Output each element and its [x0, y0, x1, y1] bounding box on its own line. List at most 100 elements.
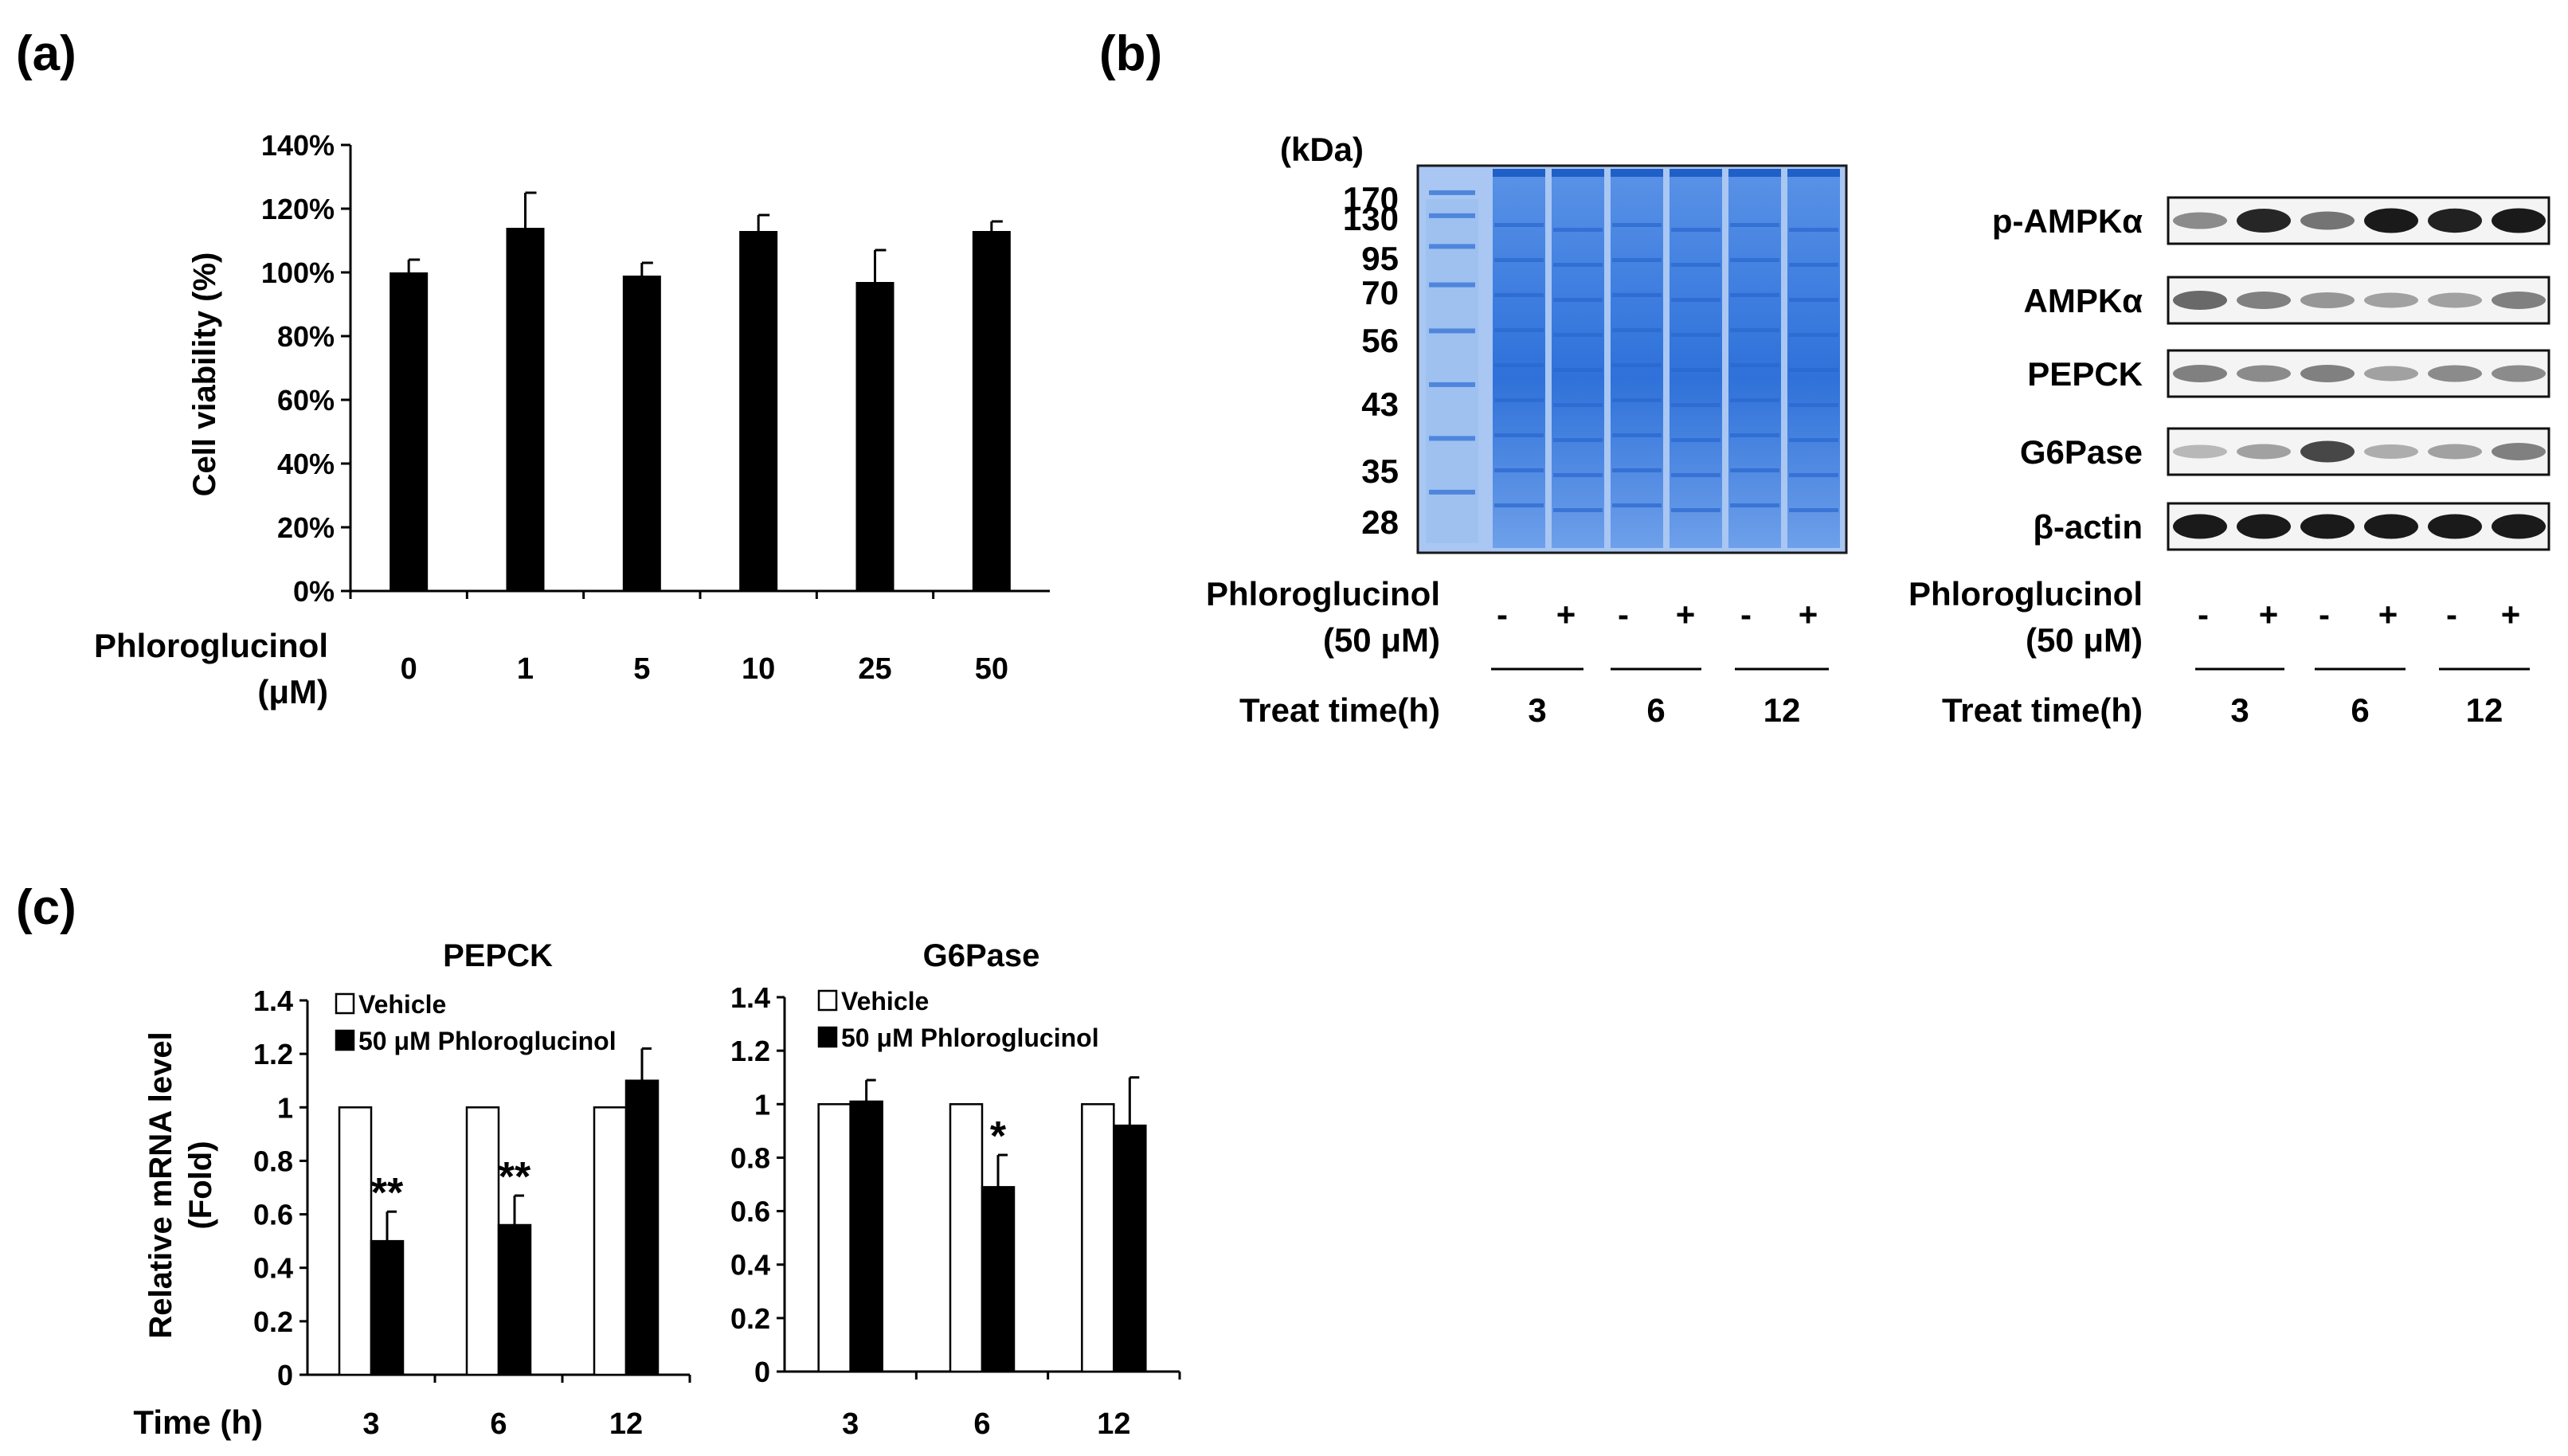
treatment-annotation-gel: Phloroglucinol (50 μM) - + - + - + Treat time(h)…: [1206, 575, 1829, 729]
significance-marker: **: [371, 1170, 404, 1216]
blot-strip: [2167, 196, 2550, 245]
bar: [817, 1103, 851, 1373]
gel-well: [1552, 169, 1604, 177]
gel-lane: [1493, 169, 1545, 548]
gel-band: [1553, 298, 1603, 302]
blot-protein-label: p-AMPKα: [1992, 202, 2143, 240]
treat-time-value: 12: [2466, 691, 2503, 729]
gel-lane: [1787, 169, 1840, 548]
gel-band: [1789, 333, 1838, 337]
gel-band: [1671, 263, 1720, 267]
gel-band: [1494, 293, 1544, 297]
gel-well: [1787, 169, 1840, 177]
gel-well: [1493, 169, 1545, 177]
y-axis-title: Cell viability (%): [187, 252, 222, 497]
blot-band: [2428, 444, 2482, 460]
ladder-band: [1429, 489, 1475, 495]
legend-swatch: [817, 1026, 838, 1048]
chart-g6pase-mrna: G6Pase 0 0.2 0.4 0.6 0.8 1 1.2 1.4 3 * 6 12 Vehicle 5…: [730, 938, 1181, 1441]
gel-band: [1494, 223, 1544, 227]
gel-band: [1553, 368, 1603, 372]
x-tick-label: 6: [973, 1407, 990, 1441]
treat-time-value: 6: [2351, 691, 2369, 729]
gel-well: [1728, 169, 1781, 177]
blot-band: [2237, 514, 2291, 539]
panel-label-c: (c): [16, 880, 76, 935]
gel-band: [1789, 438, 1838, 442]
blot-band: [2300, 211, 2355, 230]
gel-well: [1611, 169, 1663, 177]
y-tick-label: 1.4: [253, 984, 293, 1017]
gel-band: [1494, 503, 1544, 507]
y-tick-label: 60%: [277, 384, 335, 417]
bar: [338, 1106, 373, 1376]
treatment-sign: -: [1618, 596, 1629, 633]
x-axis-title-time: Time (h): [133, 1403, 263, 1441]
gel-band: [1612, 433, 1662, 437]
gel-band: [1553, 473, 1603, 477]
y-tick-label: 0.8: [730, 1141, 770, 1174]
gel-band: [1553, 508, 1603, 512]
gel-band: [1671, 403, 1720, 407]
panel-label-b: (b): [1099, 26, 1162, 81]
y-tick-label: 1: [277, 1091, 293, 1124]
treat-time-value: 3: [1528, 691, 1546, 729]
treatment-label-line-2: (50 μM): [2026, 621, 2143, 659]
chart-pepck-mrna: PEPCK Relative mRNA level (Fold) Time (h…: [133, 938, 691, 1441]
treat-time-value: 3: [2230, 691, 2249, 729]
bar: [622, 276, 661, 591]
y-tick-label: 0.4: [730, 1249, 770, 1282]
gel-band: [1612, 468, 1662, 472]
gel-band: [1612, 398, 1662, 402]
bar: [972, 231, 1011, 591]
gel-band: [1494, 258, 1544, 262]
bar: [949, 1103, 984, 1373]
gel-lane: [1670, 169, 1722, 548]
gel-band: [1553, 228, 1603, 232]
gel-band: [1730, 258, 1779, 262]
gel-band: [1494, 433, 1544, 437]
ladder-band: [1429, 190, 1475, 195]
y-tick-label: 1.2: [253, 1038, 293, 1070]
y-axis-title-line-2: (Fold): [183, 1141, 218, 1229]
treatment-sign: +: [2378, 596, 2398, 633]
kda-marker-label: 28: [1361, 503, 1399, 541]
blot-band: [2428, 292, 2482, 308]
gel-lane: [1552, 169, 1604, 548]
y-tick-label: 0.4: [253, 1252, 293, 1285]
x-axis-title-line-2: (μM): [257, 673, 328, 710]
ladder-band: [1429, 213, 1475, 218]
gel-band: [1671, 473, 1720, 477]
gel-band: [1789, 228, 1838, 232]
blot-band: [2364, 514, 2418, 539]
ladder-lane: [1426, 199, 1478, 543]
x-tick-label: 1: [517, 652, 534, 686]
x-tick-label: 0: [401, 652, 417, 686]
gel-band: [1671, 298, 1720, 302]
x-axis-title-line-1: Phloroglucinol: [94, 627, 328, 664]
bar: [506, 228, 545, 591]
gel-band: [1494, 328, 1544, 332]
gel-band: [1671, 508, 1720, 512]
gel-well: [1670, 169, 1722, 177]
bar: [497, 1223, 532, 1376]
blot-band: [2300, 292, 2355, 308]
blot-band: [2173, 365, 2227, 382]
treat-time-value: 6: [1646, 691, 1665, 729]
chart-cell-viability: Cell viability (%) Phloroglucinol (μM) 0…: [94, 129, 1050, 710]
gel-band: [1730, 468, 1779, 472]
treatment-sign: -: [1740, 596, 1752, 633]
gel-band: [1553, 333, 1603, 337]
blot-band: [2237, 209, 2291, 233]
y-tick-label: 0.8: [253, 1145, 293, 1177]
blot-band: [2300, 365, 2355, 382]
y-tick-label: 0.2: [253, 1305, 293, 1338]
treatment-annotation-blot: Phloroglucinol (50 μM) - + - + - + Treat time(h)…: [1908, 575, 2530, 729]
treatment-sign: -: [2319, 596, 2330, 633]
bar: [855, 282, 894, 591]
gel-lane: [1611, 169, 1663, 548]
y-tick-label: 40%: [277, 448, 335, 480]
treatment-sign: +: [1799, 596, 1818, 633]
gel-band: [1612, 258, 1662, 262]
